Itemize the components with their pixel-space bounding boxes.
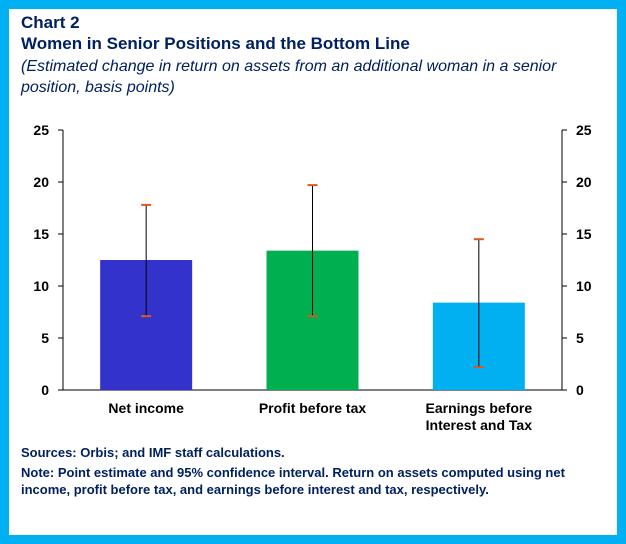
y-tick-label-right: 15 [576, 226, 592, 242]
y-tick-label-left: 0 [41, 382, 49, 398]
y-tick-label-right: 0 [576, 382, 584, 398]
category-label: Profit before tax [259, 400, 367, 416]
y-tick-label-left: 5 [41, 330, 49, 346]
bar-chart: 0 0 5 5 10 10 15 15 20 20 25 25 Net income Profit bef… [33, 122, 592, 433]
sources-note: Sources: Orbis; and IMF staff calculatio… [21, 445, 285, 460]
y-tick-label-left: 25 [33, 122, 49, 138]
y-tick-label-left: 10 [33, 278, 49, 294]
y-tick-label-left: 15 [33, 226, 49, 242]
y-tick-label-right: 20 [576, 174, 592, 190]
chart-title: Women in Senior Positions and the Bottom… [21, 34, 410, 53]
methodology-note: Note: Point estimate and 95% confidence … [21, 465, 565, 497]
category-label: Net income [108, 400, 184, 416]
chart-subtitle: (Estimated change in return on assets fr… [21, 58, 557, 96]
category-label: Earnings before [426, 400, 533, 416]
y-tick-label-right: 25 [576, 122, 592, 138]
y-tick-label-right: 5 [576, 330, 584, 346]
category-label: Interest and Tax [426, 417, 533, 433]
y-tick-label-left: 20 [33, 174, 49, 190]
y-tick-label-right: 10 [576, 278, 592, 294]
chart-number-label: Chart 2 [21, 13, 80, 32]
